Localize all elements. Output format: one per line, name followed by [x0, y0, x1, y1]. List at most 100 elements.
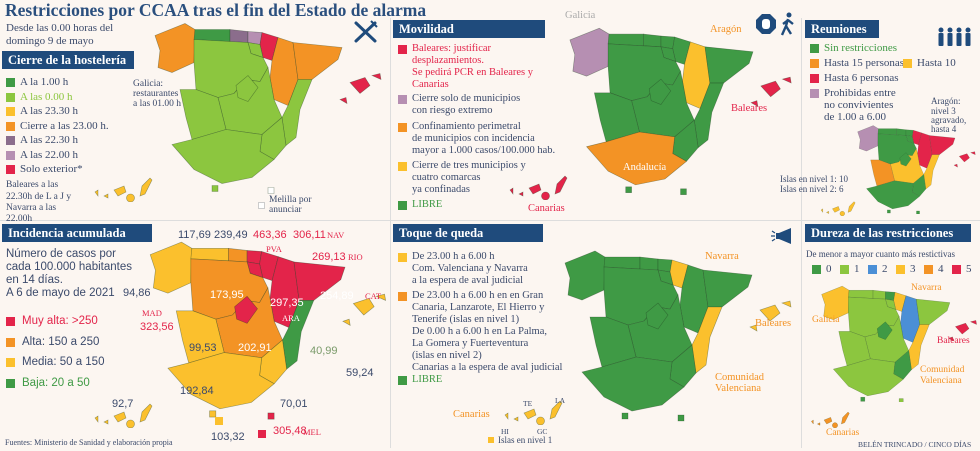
legend-swatch [810, 44, 819, 53]
legend-line: Canarias a la espera de aval judicial [412, 361, 563, 373]
legend-line: Confinamiento perimetral [412, 120, 521, 132]
label-la: LA [555, 396, 565, 405]
legend-item: De 23.00 h a 6.00 h Com. Valenciana y Nav… [398, 251, 528, 287]
walking-person-icon [780, 12, 794, 36]
region-mur [259, 116, 287, 160]
region-mur [259, 339, 287, 385]
label-canarias: Canarias [453, 409, 490, 420]
region-cat [702, 269, 753, 308]
incidence-value-bal: 59,24 [346, 367, 374, 379]
legend-line: ya confinadas [412, 183, 471, 195]
legend-swatch [6, 136, 15, 145]
incidence-value-can: 239,49 [214, 229, 248, 241]
legend-line: cuatro comarcas [412, 171, 481, 183]
label-baleares: Baleares [937, 336, 970, 346]
legend-label: Solo exterior* [20, 163, 83, 175]
region-and [581, 356, 685, 412]
legend-line: La Gomera y Fuerteventura [412, 337, 529, 349]
label-navarra: Navarra [911, 283, 942, 293]
note-line: hasta 4 [931, 124, 957, 134]
region-bal [947, 320, 977, 342]
legend-label: Prohibidas entre [824, 87, 896, 99]
legend-item: A las 23.30 h [6, 105, 78, 117]
legend-line: Canaria, Lanzarote, El Hierro y [412, 301, 545, 313]
region-canarias [811, 411, 850, 428]
region-nav [912, 130, 922, 146]
legend-line: a la espera de aval judicial [412, 275, 524, 286]
islas-note-2: Islas en nivel 2: 6 [780, 184, 844, 194]
legend-item: Baja: 20 a 50 [6, 377, 90, 389]
legend-swatch [6, 121, 15, 131]
note-line: nivel 3 [931, 106, 956, 116]
label-aragon: Aragón [710, 24, 742, 35]
legend-line: con riesgo extremo [412, 105, 493, 117]
region-mur [672, 119, 699, 162]
melilla-swatch [258, 430, 266, 438]
divider-horizontal [0, 220, 980, 221]
region-cat [929, 135, 956, 155]
region-nav [893, 292, 907, 312]
note-line: restaurantes [133, 89, 179, 99]
legend-item: A las 0.00 h [6, 91, 73, 103]
region-abbr-mad: MAD [142, 308, 162, 318]
incidence-value-mur: 70,01 [280, 398, 308, 410]
region-ceu [621, 412, 629, 420]
legend-swatch [6, 165, 15, 174]
description-line: Número de casos por [6, 248, 116, 260]
legend-item: A las 22.00 h [6, 149, 78, 161]
incidence-value-cyl: 173,95 [210, 289, 244, 301]
region-mel [677, 414, 685, 422]
legend-line: mayor a 1.000 casos/100.000 hab. [412, 144, 556, 156]
region-mad [234, 295, 258, 324]
label-canarias: Canarias [528, 203, 565, 214]
legend-swatch [398, 122, 407, 132]
region-ara [917, 132, 933, 169]
legend-item: Sin restricciones [810, 42, 897, 54]
region-mad [899, 152, 912, 167]
incidence-value-mel: 305,48 [273, 425, 307, 437]
legend-label: Muy alta: >250 [22, 315, 98, 327]
legend-swatch [398, 95, 407, 105]
region-can [639, 256, 659, 271]
legend-label: Cierre a las 23.00 h. [20, 119, 109, 132]
legend-swatch [398, 45, 407, 54]
legend-line: Baleares: justificar [412, 43, 492, 54]
region-mel [916, 210, 920, 214]
legend-line: Canarias [412, 79, 449, 90]
label-andalucia: Andalucía [623, 162, 667, 173]
legend-label: 0 [826, 263, 832, 275]
divider-vertical-2 [801, 18, 802, 448]
incidence-value-cat: 254,89 [320, 290, 354, 302]
region-can [229, 29, 249, 43]
legend-line: De 23.00 h a 6.00 h en en Gran [412, 289, 544, 301]
legend-item: A la 1.00 h [6, 76, 68, 88]
region-abbr-mel: MEL [303, 427, 321, 437]
region-ara [269, 37, 299, 106]
note-line: 22.30h de L a J y [6, 192, 72, 202]
legend-item: 0 [812, 263, 832, 275]
legend-item: Media: 50 a 150 [6, 356, 104, 368]
utensils-icon [354, 20, 378, 43]
legend-item: Cierre a las 23.00 h. [6, 120, 109, 132]
legend-label: Alta: 150 a 250 [22, 335, 100, 348]
legend-swatch [6, 317, 15, 326]
note-line: Galicia: [133, 79, 164, 89]
label-te: TE [523, 399, 533, 408]
region-abbr-nav: NAV [327, 230, 345, 240]
ceuta-swatch [215, 417, 223, 425]
region-bal [339, 73, 382, 105]
legend-swatch [840, 265, 849, 274]
region-can [872, 289, 886, 300]
description-line: cada 100.000 habitantes [6, 261, 132, 273]
region-gal [857, 125, 879, 152]
label-galicia: Galicia [565, 10, 596, 21]
note-line: agravado, [931, 115, 967, 125]
legend-label: A las 23.30 h [20, 105, 79, 117]
region-and [171, 129, 275, 184]
region-bal [953, 151, 976, 168]
region-gal [149, 241, 193, 294]
legend-item: A las 22.30 h [6, 134, 78, 146]
legend-line: Cierre de tres municipios y [412, 159, 526, 171]
islas-note-1: Islas en nivel 1: 10 [780, 174, 848, 184]
region-mur [893, 350, 912, 380]
